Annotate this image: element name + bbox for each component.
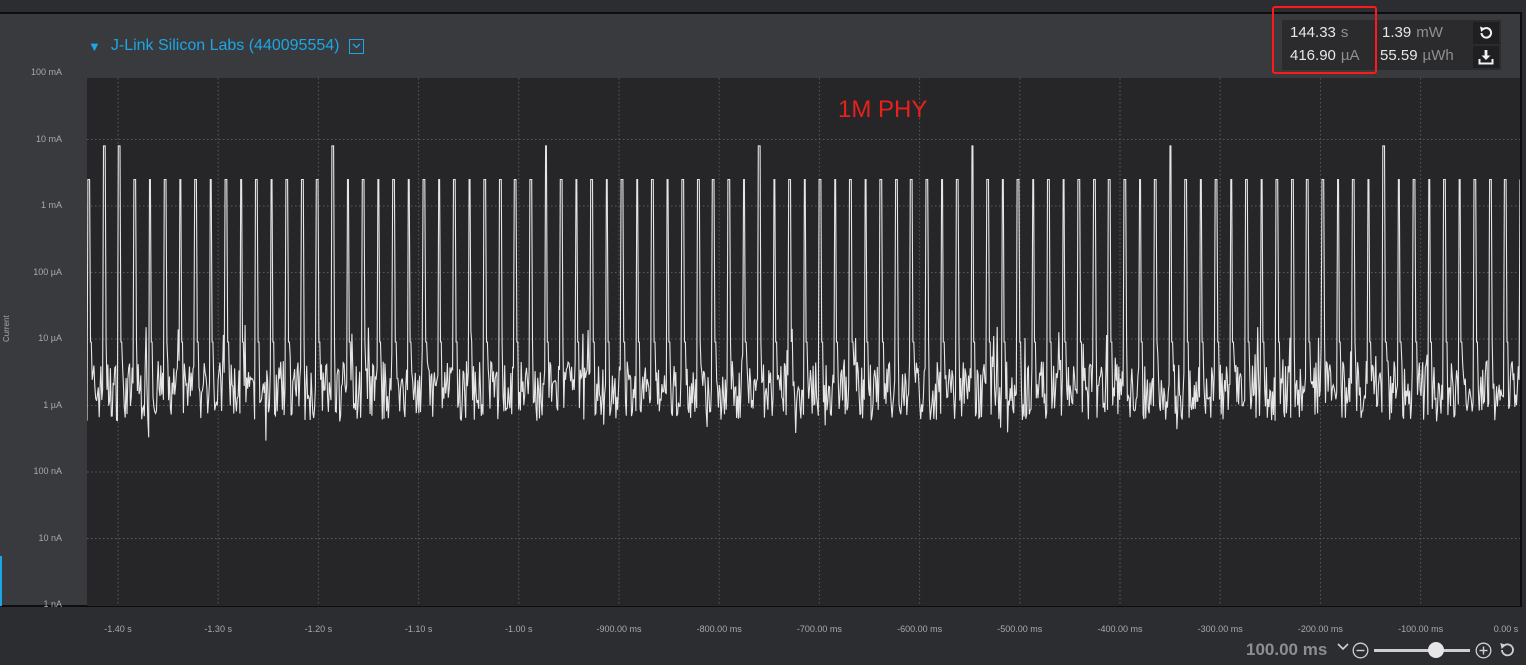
zoom-level-label[interactable]: 100.00 ms <box>1246 640 1328 659</box>
y-tick-label: 100 mA <box>30 67 62 77</box>
x-tick-label: -300.00 ms <box>1197 624 1243 634</box>
x-tick-label: -900.00 ms <box>596 624 642 634</box>
y-tick-label: 10 nA <box>38 532 62 543</box>
left-accent-bar <box>0 556 2 606</box>
x-tick-label: -1.40 s <box>104 624 132 634</box>
x-tick-label: -200.00 ms <box>1297 624 1343 634</box>
x-tick-label: -500.00 ms <box>997 624 1043 634</box>
x-tick-label: -700.00 ms <box>796 624 842 634</box>
y-tick-label: 10 mA <box>35 133 62 144</box>
zoom-out-icon[interactable] <box>1352 642 1369 659</box>
y-tick-label: 100 nA <box>33 466 62 476</box>
time-value: 144.33 <box>1290 24 1336 41</box>
download-icon[interactable] <box>1473 46 1499 68</box>
chevron-down-icon[interactable] <box>349 38 365 54</box>
current-plot[interactable] <box>87 78 1520 606</box>
y-tick-label: 1 µA <box>43 399 62 410</box>
energy-value: 55.59 <box>1380 47 1418 64</box>
power-value: 1.39 <box>1382 24 1412 41</box>
zoom-reset-icon[interactable] <box>1498 641 1516 659</box>
zoom-in-icon[interactable] <box>1475 642 1492 659</box>
y-tick-label: 1 nA <box>43 599 62 609</box>
power-unit: mW <box>1416 24 1443 41</box>
time-unit: s <box>1340 24 1349 41</box>
device-name: J-Link Silicon Labs (440095554) <box>110 37 340 54</box>
x-tick-label: 0.00 s <box>1493 624 1519 634</box>
zoom-slider-track[interactable] <box>1374 649 1470 652</box>
stats-highlight-box <box>1272 6 1377 74</box>
x-tick-label: -1.20 s <box>304 624 333 634</box>
power-stat: 1.39 mW <box>1382 24 1443 41</box>
x-tick-label: -1.00 s <box>505 624 533 634</box>
x-tick-label: -800.00 ms <box>696 624 742 634</box>
stats-box: 144.33 s 416.90 µA 1.39 mW 55.59 µWh <box>1282 20 1501 70</box>
plot-canvas <box>87 78 1520 606</box>
y-tick-label: 10 µA <box>38 333 62 343</box>
zoom-chevron-down-icon[interactable] <box>1336 640 1350 654</box>
collapse-triangle-icon[interactable]: ▼ <box>88 38 101 54</box>
device-header: ▼ J-Link Silicon Labs (440095554) <box>88 36 365 56</box>
y-tick-label: 100 µA <box>33 266 62 277</box>
x-tick-label: -100.00 ms <box>1398 624 1444 634</box>
energy-unit: µWh <box>1422 47 1454 64</box>
current-trace-line <box>87 145 1520 441</box>
zoom-slider-thumb[interactable] <box>1428 642 1444 658</box>
y-tick-label: 1 mA <box>40 200 62 210</box>
x-tick-label: -1.30 s <box>204 624 232 634</box>
phy-annotation: 1M PHY <box>838 96 928 123</box>
x-tick-label: -400.00 ms <box>1097 624 1143 634</box>
reset-icon[interactable] <box>1473 22 1499 44</box>
energy-stat: 55.59 µWh <box>1380 47 1454 64</box>
x-tick-label: -1.10 s <box>404 624 433 634</box>
current-value: 416.90 <box>1290 47 1336 64</box>
current-stat: 416.90 µA <box>1290 47 1360 64</box>
current-unit: µA <box>1340 47 1360 64</box>
x-tick-label: -600.00 ms <box>897 624 943 634</box>
time-stat: 144.33 s <box>1290 24 1348 41</box>
